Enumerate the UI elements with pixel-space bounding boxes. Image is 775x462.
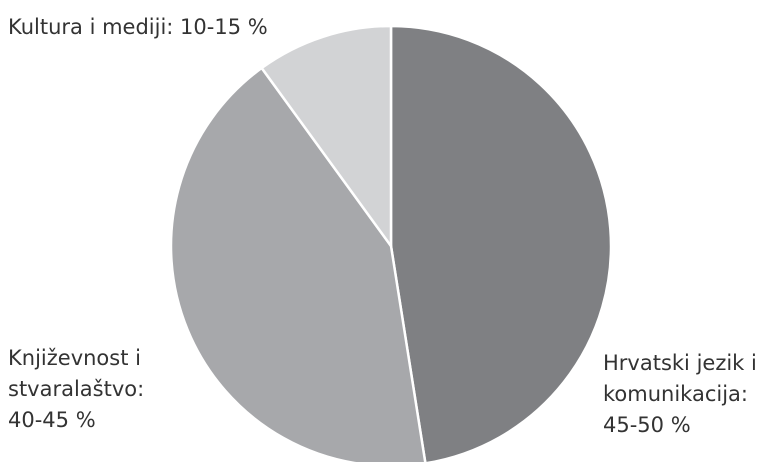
label-kultura-mediji: Kultura i mediji: 10-15 % — [8, 15, 268, 39]
slice-hrvatski-jezik — [389, 24, 613, 462]
slice-kultura-mediji — [260, 24, 393, 248]
label-knjizevnost: Književnost i stvaralaštvo: 40-45 % — [8, 346, 145, 432]
slice-knjizevnost — [169, 66, 427, 462]
label-hrvatski-jezik: Hrvatski jezik i komunikacija: 45-50 % — [603, 351, 757, 437]
